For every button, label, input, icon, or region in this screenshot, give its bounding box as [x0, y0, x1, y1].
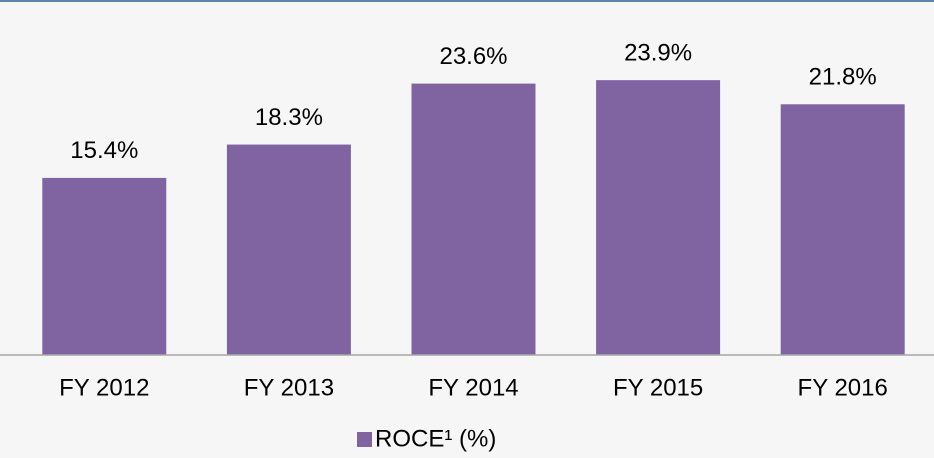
- value-label: 23.9%: [624, 39, 692, 66]
- x-tick-label: FY 2015: [613, 374, 703, 401]
- value-label: 18.3%: [255, 104, 323, 131]
- value-label: 23.6%: [439, 43, 507, 70]
- x-tick-label: FY 2014: [428, 374, 518, 401]
- x-tick-label: FY 2013: [244, 374, 334, 401]
- value-label: 21.8%: [809, 64, 877, 91]
- x-tick-label: FY 2016: [798, 374, 888, 401]
- bar: [780, 104, 905, 355]
- bar: [411, 83, 536, 355]
- bar: [226, 144, 351, 355]
- bar: [596, 80, 721, 356]
- value-label: 15.4%: [70, 137, 138, 164]
- x-tick-label: FY 2012: [59, 374, 149, 401]
- legend-swatch: [357, 432, 372, 447]
- legend-label: ROCE¹ (%): [375, 425, 496, 452]
- bar: [42, 177, 167, 355]
